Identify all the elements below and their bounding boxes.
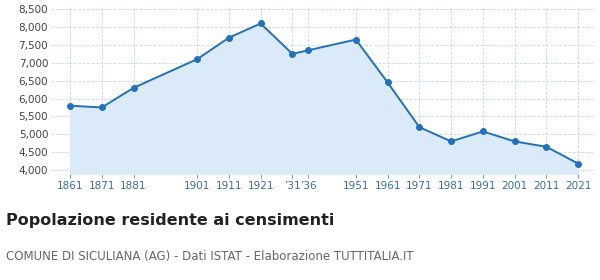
Text: Popolazione residente ai censimenti: Popolazione residente ai censimenti [6,213,334,228]
Text: COMUNE DI SICULIANA (AG) - Dati ISTAT - Elaborazione TUTTITALIA.IT: COMUNE DI SICULIANA (AG) - Dati ISTAT - … [6,250,413,263]
